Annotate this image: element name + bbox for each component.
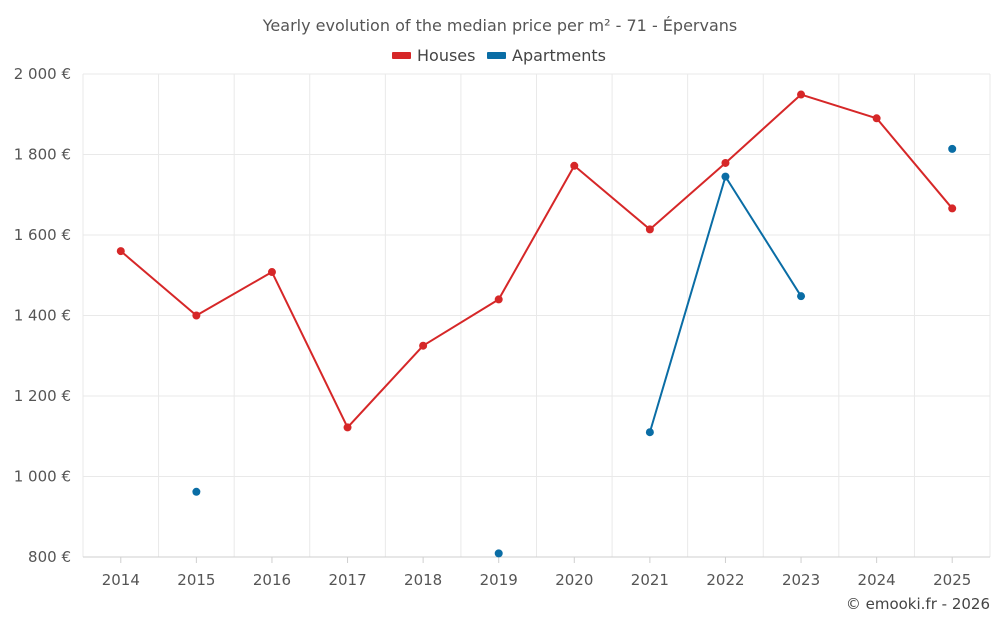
y-tick-label: 2 000 €: [14, 65, 71, 83]
data-point[interactable]: [797, 90, 806, 99]
axes: 800 € 1 000 € 1 200 € 1 400 € 1 600 € 1 800 €…: [14, 65, 990, 589]
legend-swatch-apartments: [487, 52, 506, 59]
data-point[interactable]: [645, 428, 654, 437]
series: [116, 90, 957, 558]
series-apartments: [192, 144, 957, 558]
y-tick-label: 1 800 €: [14, 146, 71, 164]
data-point[interactable]: [192, 487, 201, 496]
grid: [82, 73, 991, 558]
x-tick-label: 2014: [102, 571, 140, 589]
x-tick-label: 2023: [782, 571, 820, 589]
x-tick-label: 2021: [631, 571, 669, 589]
data-point[interactable]: [267, 268, 276, 277]
data-point[interactable]: [872, 114, 881, 123]
legend-swatch-houses: [392, 52, 411, 59]
x-tick-label: 2015: [177, 571, 215, 589]
legend-item-apartments[interactable]: Apartments: [487, 46, 606, 65]
y-tick-label: 800 €: [28, 548, 71, 566]
y-tick-label: 1 000 €: [14, 468, 71, 486]
data-point[interactable]: [343, 423, 352, 432]
legend-label-apartments: Apartments: [512, 46, 606, 65]
copyright-text: © emooki.fr - 2026: [846, 595, 990, 613]
data-point[interactable]: [797, 292, 806, 301]
data-point[interactable]: [721, 172, 730, 181]
y-tick-label: 1 200 €: [14, 387, 71, 405]
data-point[interactable]: [116, 247, 125, 256]
data-point[interactable]: [494, 549, 503, 558]
data-point[interactable]: [948, 144, 957, 153]
data-point[interactable]: [570, 161, 579, 170]
y-tick-label: 1 400 €: [14, 307, 71, 325]
x-tick-label: 2017: [328, 571, 366, 589]
series-houses: [116, 90, 957, 432]
series-line: [119, 93, 954, 429]
legend: Houses Apartments: [392, 46, 606, 65]
series-line: [648, 175, 803, 434]
data-point[interactable]: [419, 341, 428, 350]
data-point[interactable]: [192, 311, 201, 320]
data-point[interactable]: [645, 225, 654, 234]
x-tick-label: 2019: [480, 571, 518, 589]
x-tick-label: 2016: [253, 571, 291, 589]
data-point[interactable]: [948, 204, 957, 213]
data-point[interactable]: [494, 295, 503, 304]
x-tick-label: 2022: [706, 571, 744, 589]
x-tick-label: 2018: [404, 571, 442, 589]
x-tick-label: 2020: [555, 571, 593, 589]
data-point[interactable]: [721, 158, 730, 167]
y-tick-label: 1 600 €: [14, 226, 71, 244]
x-tick-label: 2025: [933, 571, 971, 589]
legend-item-houses[interactable]: Houses: [392, 46, 475, 65]
x-tick-label: 2024: [858, 571, 896, 589]
legend-label-houses: Houses: [417, 46, 475, 65]
chart-title: Yearly evolution of the median price per…: [262, 16, 737, 35]
